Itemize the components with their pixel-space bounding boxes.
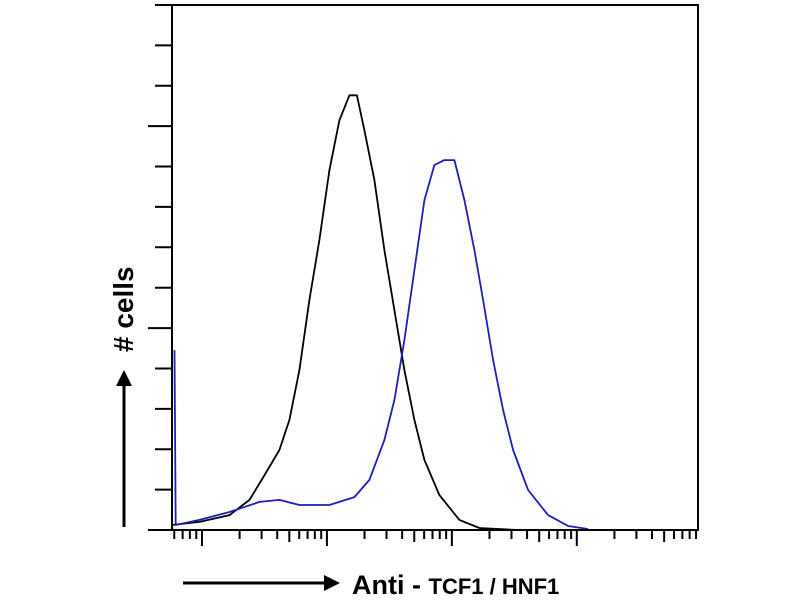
series-lines (171, 94, 589, 531)
series-line-control (171, 94, 519, 531)
y-axis-title: # cells (108, 266, 139, 352)
plot-frame (171, 4, 699, 531)
y-arrow-head-icon (116, 370, 132, 386)
x-axis-title: Anti - TCF1 / HNF1 (352, 570, 559, 600)
axis-ticks (148, 4, 698, 546)
series-line-tcf1-hnf1 (173, 159, 589, 530)
x-axis-target: TCF1 / HNF1 (429, 574, 560, 599)
y-axis-label: # cells (108, 266, 139, 527)
x-axis-prefix: Anti - (352, 570, 421, 600)
x-axis-label: Anti - TCF1 / HNF1 (183, 570, 559, 600)
x-arrow-head-icon (324, 575, 340, 591)
